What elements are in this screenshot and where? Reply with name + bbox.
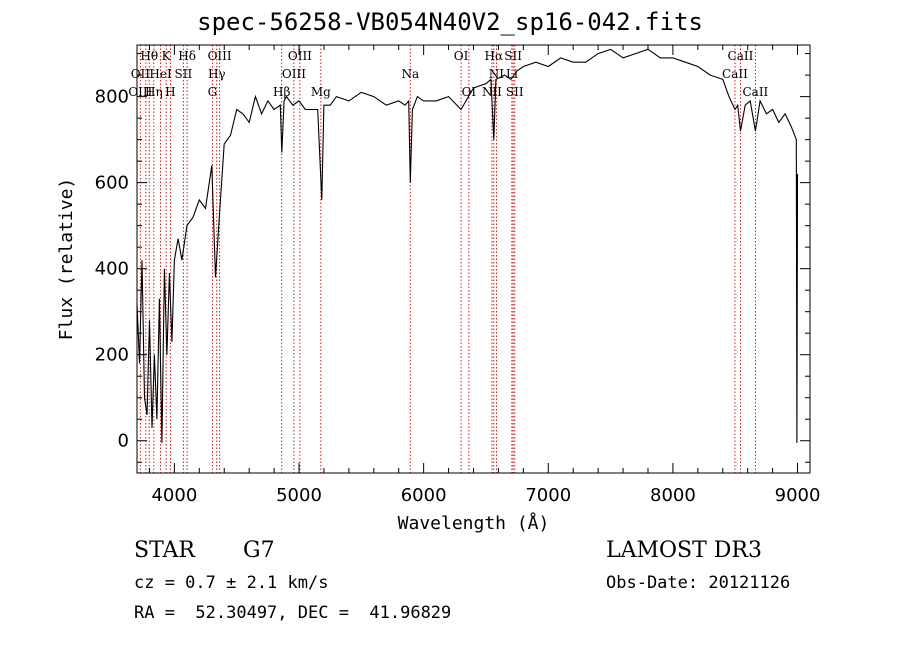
spectral-line-label: OI — [454, 49, 469, 63]
spectral-line-label: SII — [504, 49, 522, 63]
y-axis-label: Flux (relative) — [56, 178, 77, 341]
spectral-line-label: G — [208, 85, 218, 99]
spectral-line-label: Hγ — [208, 67, 226, 81]
x-tick-label: 5000 — [276, 485, 322, 506]
redshift-text: cz = 0.7 ± 2.1 km/s — [134, 573, 329, 593]
spectral-line-label: OIII — [288, 49, 312, 63]
spectral-line-label: Na — [401, 67, 419, 81]
spectral-line-label: Hη — [145, 85, 163, 99]
spectrum-line — [136, 48, 799, 443]
y-tick-label: 600 — [95, 173, 129, 194]
spectral-line-label: NII — [482, 85, 502, 99]
chart-title: spec-56258-VB054N40V2_sp16-042.fits — [197, 8, 703, 36]
spectral-line-label: CaII — [728, 49, 754, 63]
x-tick-label: 7000 — [525, 485, 571, 506]
spectral-line-label: Hβ — [273, 85, 290, 99]
spectral-line-label: NI — [489, 67, 505, 81]
object-type: STAR — [134, 538, 195, 563]
spectral-line-label: SII — [175, 67, 193, 81]
spectral-line-label: OIII — [208, 49, 232, 63]
spectral-line-label: OII — [131, 67, 151, 81]
coords-text: RA = 52.30497, DEC = 41.96829 — [134, 603, 452, 623]
x-tick-label: 4000 — [151, 485, 197, 506]
x-tick-label: 8000 — [650, 485, 696, 506]
spectral-line-label: CaII — [722, 67, 748, 81]
y-tick-label: 400 — [95, 259, 129, 280]
spectral-line-label: OI — [462, 85, 477, 99]
x-axis-label: Wavelength (Å) — [398, 512, 550, 534]
survey-label: LAMOST DR3 — [606, 538, 762, 563]
obs-date-text: Obs-Date: 20121126 — [606, 573, 791, 593]
spectral-line-label: CaII — [742, 85, 768, 99]
spectral-line-label: SII — [506, 85, 524, 99]
spectral-line-label: HeI — [149, 67, 172, 81]
spectral-line-label: Mg — [311, 85, 331, 99]
plot-frame — [136, 44, 811, 474]
spectral-line-label: Li — [506, 67, 518, 81]
y-tick-label: 800 — [95, 87, 129, 108]
spectral-line-label: Hα — [485, 49, 504, 63]
spectral-line-label: OIII — [128, 85, 152, 99]
spectral-line-label: OIII — [282, 67, 306, 81]
x-tick-label: 9000 — [775, 485, 821, 506]
subclass: G7 — [243, 538, 275, 563]
spectral-line-label: H — [165, 85, 175, 99]
y-tick-label: 200 — [95, 345, 129, 366]
y-tick-label: 0 — [118, 431, 129, 452]
spectral-line-label: Hθ — [140, 49, 158, 63]
spectral-line-label: Hδ — [178, 49, 196, 63]
spectral-line-label: K — [162, 49, 172, 63]
x-tick-label: 6000 — [401, 485, 447, 506]
